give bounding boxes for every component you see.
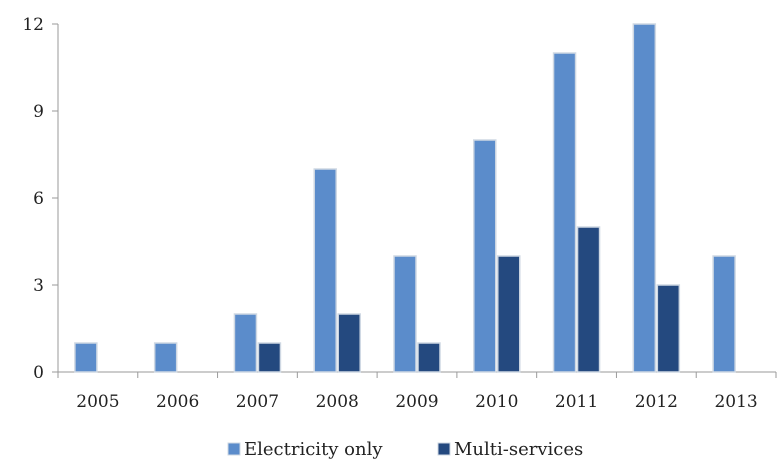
- x-tick-label: 2009: [395, 392, 438, 412]
- bar-multi-services: [656, 284, 681, 373]
- bar-multi-services: [337, 313, 361, 373]
- bar-electricity-only: [393, 255, 417, 373]
- x-tick-label: 2010: [475, 392, 518, 412]
- legend-label: Multi-services: [454, 439, 583, 460]
- y-tick-label: 3: [33, 276, 44, 296]
- bar-electricity-only: [233, 313, 258, 373]
- x-tick-label: 2011: [555, 392, 598, 412]
- bar-multi-services: [576, 226, 601, 373]
- bar-multi-services: [497, 255, 521, 373]
- bar-electricity-only: [712, 255, 736, 373]
- y-tick-label: 6: [33, 189, 44, 209]
- x-tick-label: 2012: [635, 392, 678, 412]
- bar-electricity-only: [153, 342, 178, 373]
- y-tick-label: 9: [33, 102, 44, 122]
- bar-electricity-only: [552, 52, 577, 373]
- x-tick-label: 2005: [76, 392, 119, 412]
- x-tick-label: 2013: [714, 392, 757, 412]
- legend-swatch: [437, 442, 451, 456]
- x-tick-label: 2006: [156, 392, 199, 412]
- bar-electricity-only: [74, 342, 98, 373]
- bar-multi-services: [417, 342, 441, 373]
- y-tick-label: 0: [33, 363, 44, 383]
- bar-multi-services: [257, 342, 282, 373]
- y-tick-label: 12: [22, 15, 44, 35]
- legend[interactable]: Electricity only Multi-services: [227, 439, 583, 460]
- axis-labels: 0 3 6 9 12 2005 2006 2007 2008 2009 2010 2011 2012 20…: [22, 15, 757, 412]
- x-tick-label: 2008: [316, 392, 359, 412]
- bar-electricity-only: [473, 139, 497, 373]
- bar-electricity-only: [632, 23, 657, 373]
- bars: [74, 23, 736, 373]
- axes: [52, 23, 777, 378]
- bar-electricity-only: [313, 168, 337, 373]
- legend-swatch: [227, 442, 241, 456]
- legend-label: Electricity only: [244, 439, 383, 460]
- x-tick-label: 2007: [236, 392, 279, 412]
